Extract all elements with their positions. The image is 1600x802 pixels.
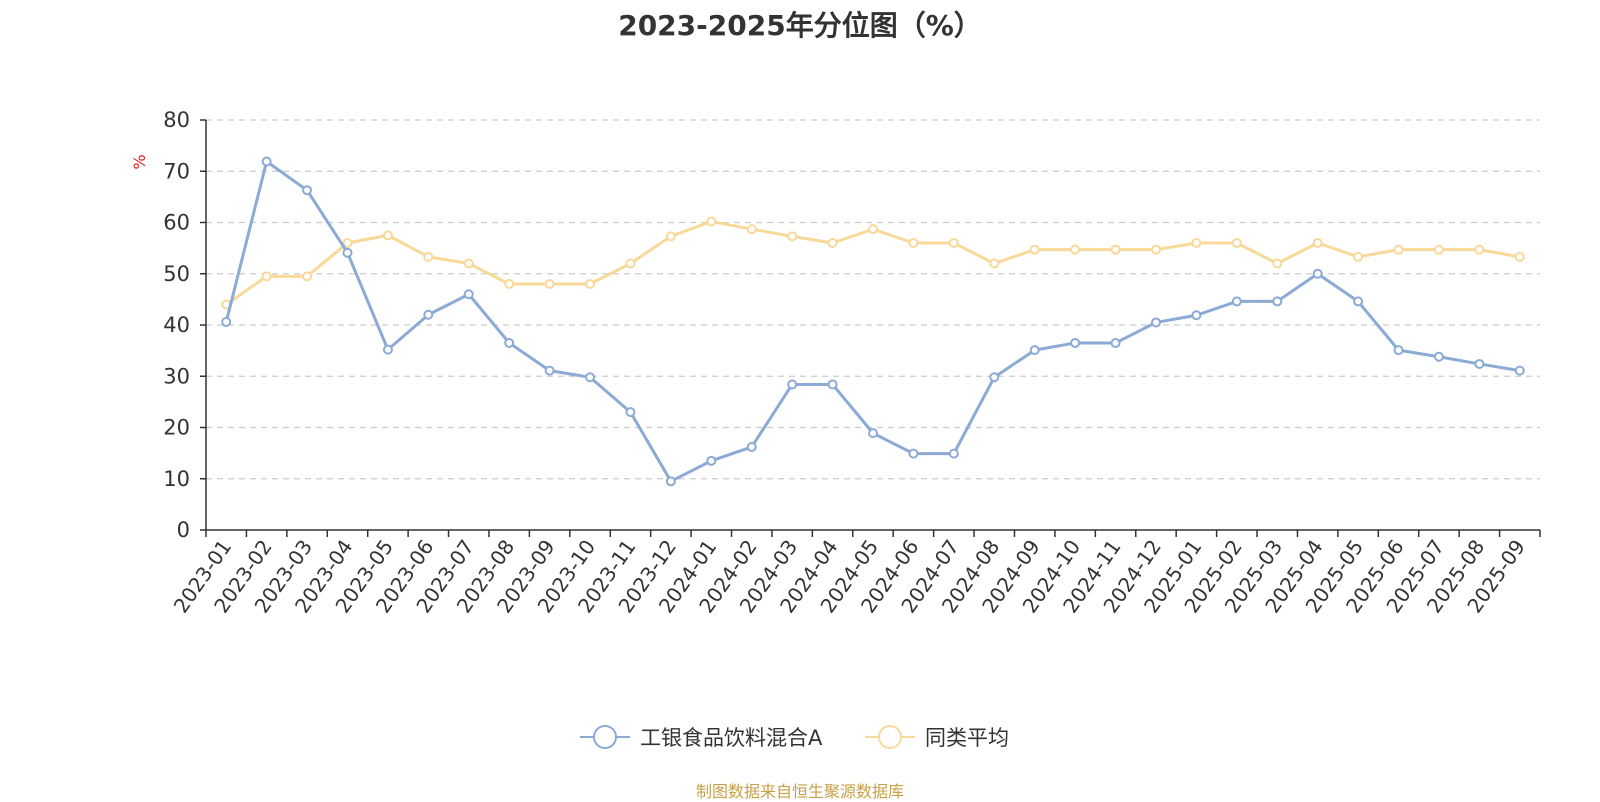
y-tick-label: 40: [163, 313, 190, 337]
y-tick-label: 30: [163, 364, 190, 388]
data-point: [504, 337, 515, 348]
legend-label: 工银食品饮料混合A: [640, 726, 823, 750]
data-point: [1312, 268, 1323, 279]
data-point: [544, 279, 555, 289]
data-point: [908, 448, 919, 459]
y-axis-unit-label: %: [130, 154, 149, 169]
data-point: [706, 216, 717, 227]
data-point: [908, 238, 919, 248]
data-point: [1150, 317, 1161, 328]
data-point: [342, 238, 353, 248]
y-tick-label: 80: [163, 108, 190, 132]
data-point: [1393, 244, 1404, 255]
data-point: [665, 231, 676, 242]
data-point: [625, 407, 636, 418]
data-point: [585, 372, 596, 383]
chart-title: 2023-2025年分位图（%）: [618, 9, 982, 42]
data-point: [706, 455, 717, 466]
data-point: [1312, 238, 1323, 248]
y-tick-label: 10: [163, 467, 190, 491]
data-point: [1150, 244, 1161, 255]
data-point: [827, 379, 838, 390]
data-point: [1353, 296, 1364, 307]
data-point: [1272, 258, 1283, 269]
data-point: [1191, 310, 1202, 321]
data-point: [1393, 345, 1404, 356]
grid-lines: [206, 119, 1540, 480]
data-point: [261, 156, 272, 167]
data-point: [989, 258, 1000, 269]
data-point: [1474, 358, 1485, 369]
data-point: [1474, 244, 1485, 255]
data-point: [868, 224, 878, 235]
data-point: [463, 258, 474, 269]
data-point: [382, 344, 393, 355]
data-point: [1272, 296, 1283, 307]
data-point: [463, 289, 474, 300]
data-point: [1110, 244, 1121, 255]
data-point: [827, 238, 838, 248]
data-point: [423, 309, 434, 320]
y-tick-label: 60: [163, 211, 190, 235]
data-point: [948, 448, 959, 459]
data-point: [1231, 238, 1242, 248]
series-lines: [221, 156, 1525, 487]
data-point: [261, 271, 272, 282]
data-point: [787, 379, 798, 390]
series-1: [221, 216, 1525, 310]
data-point: [989, 372, 1000, 383]
data-point: [1070, 244, 1081, 255]
data-point: [625, 258, 636, 269]
legend-item-1[interactable]: 同类平均: [865, 725, 1009, 750]
data-point: [585, 279, 596, 289]
data-point: [1029, 244, 1040, 255]
data-point: [544, 365, 555, 376]
y-tick-label: 50: [163, 262, 190, 286]
axes: 010203040506070802023-012023-022023-0320…: [163, 108, 1541, 617]
data-point: [1433, 351, 1444, 362]
data-point: [948, 238, 959, 248]
data-point: [665, 476, 676, 487]
data-point: [302, 185, 313, 196]
data-point: [382, 230, 393, 241]
y-tick-label: 70: [163, 159, 190, 183]
data-point: [1231, 296, 1242, 307]
legend-marker: [593, 725, 617, 749]
data-point: [1110, 337, 1121, 348]
data-point: [868, 428, 878, 439]
legend-marker: [878, 725, 902, 749]
y-tick-label: 20: [163, 416, 190, 440]
series-0: [221, 156, 1525, 487]
data-point: [787, 231, 798, 242]
data-point: [221, 316, 232, 327]
legend[interactable]: 工银食品饮料混合A 同类平均: [580, 725, 1009, 750]
data-point: [1029, 345, 1040, 356]
data-point: [504, 279, 515, 289]
data-point: [1514, 251, 1525, 262]
data-point: [746, 224, 757, 235]
data-point: [1433, 244, 1444, 255]
data-point: [1514, 365, 1525, 376]
data-point: [1191, 238, 1202, 248]
data-point: [1353, 251, 1364, 262]
data-point: [746, 441, 757, 452]
data-point: [342, 247, 353, 258]
data-point: [423, 251, 434, 262]
data-source-note: 制图数据来自恒生聚源数据库: [695, 782, 904, 801]
y-tick-label: 0: [177, 518, 190, 542]
data-point: [302, 271, 313, 282]
data-point: [1070, 337, 1081, 348]
legend-item-0[interactable]: 工银食品饮料混合A: [580, 725, 823, 750]
legend-label: 同类平均: [925, 726, 1009, 750]
